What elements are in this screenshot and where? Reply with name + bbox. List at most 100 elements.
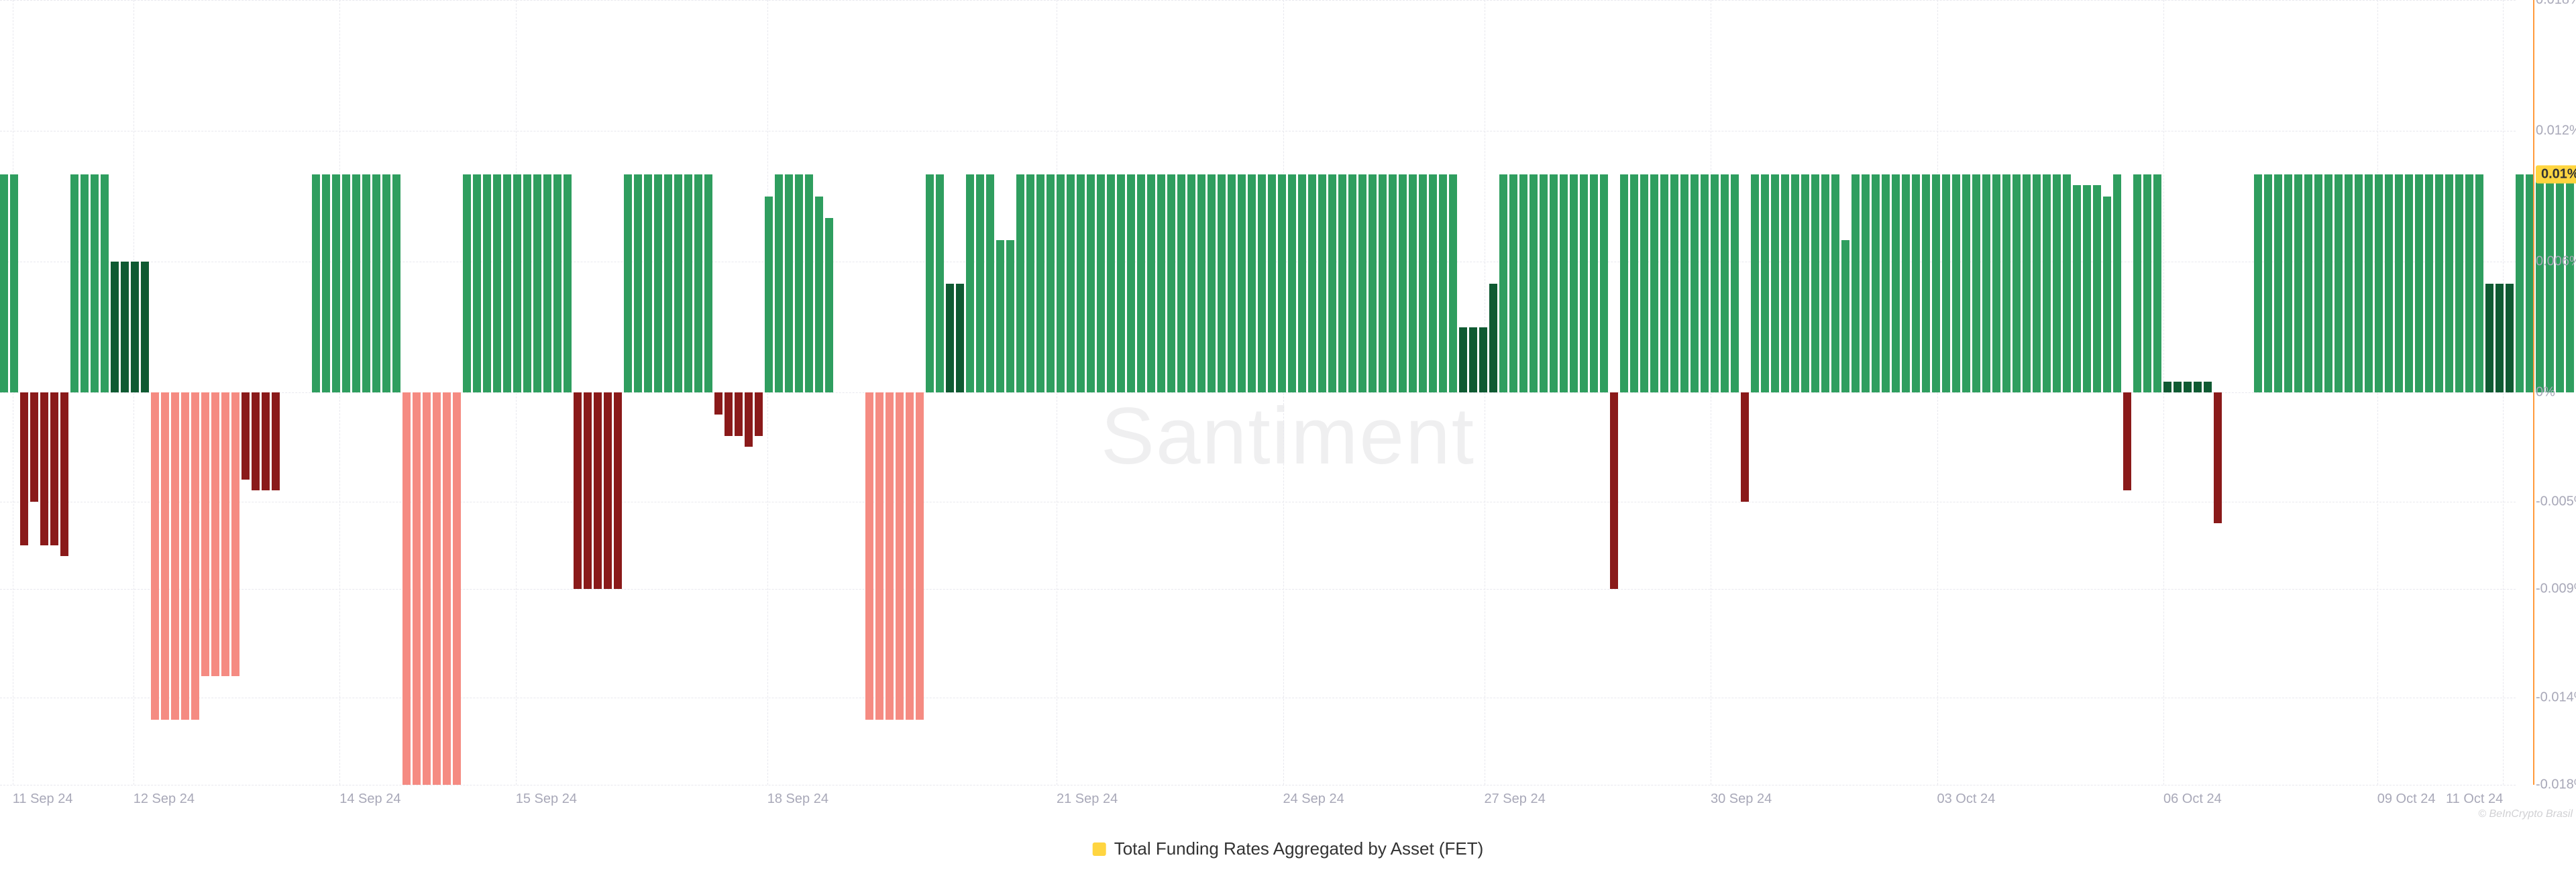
bar [2485,284,2493,393]
bar [1499,174,1507,392]
x-tick-label: 09 Oct 24 [2377,792,2436,807]
v-gridline [2503,0,2504,785]
bar [332,174,340,392]
v-gridline [767,0,768,785]
bar [1238,174,1246,392]
bar [896,392,904,720]
bar [795,174,803,392]
bar [131,262,139,392]
bar [1298,174,1306,392]
bar [2103,197,2111,393]
bar [362,174,370,392]
bar [1590,174,1598,392]
bar [2194,382,2202,392]
bar [2375,174,2383,392]
bar [2053,174,2061,392]
bar [1087,174,1095,392]
bar [2465,174,2473,392]
bar [2073,185,2081,392]
bar [684,174,692,392]
bar [493,174,501,392]
bar [1489,284,1497,393]
bar [433,392,441,785]
bar [40,392,48,545]
bar [775,174,783,392]
bar [2455,174,2463,392]
bar [1248,174,1256,392]
x-tick-label: 11 Sep 24 [13,792,73,807]
x-tick-label: 03 Oct 24 [1937,792,1996,807]
bar [1107,174,1115,392]
bar [2304,174,2312,392]
bar [1016,174,1024,392]
bar [885,392,894,720]
bar [1348,174,1356,392]
bar [2314,174,2322,392]
bar [10,174,18,392]
bar [2274,174,2282,392]
bar [553,174,561,392]
bar [1127,174,1135,392]
bar [1268,174,1276,392]
bar [2012,174,2021,392]
x-tick-label: 12 Sep 24 [133,792,195,807]
bar [20,392,28,545]
bar [1711,174,1719,392]
bar [1570,174,1578,392]
y-tick-label: 0.018% [2536,0,2576,8]
gridline [0,392,2516,393]
bar [1982,174,1990,392]
bar [1288,174,1296,392]
y-axis-line [2533,0,2534,785]
bar [483,174,491,392]
bar [1841,240,1849,393]
bar [2264,174,2272,392]
bar [191,392,199,720]
bar [1640,174,1648,392]
bar [1057,174,1065,392]
bar [1992,174,2000,392]
bar [765,197,773,393]
bar [2033,174,2041,392]
bar [1469,327,1477,393]
bar [1026,174,1034,392]
x-tick-label: 21 Sep 24 [1057,792,1118,807]
bar [2204,382,2212,392]
x-tick-label: 24 Sep 24 [1283,792,1344,807]
bar [1610,392,1618,589]
bar [2415,174,2423,392]
bar [1731,174,1739,392]
x-tick-label: 11 Oct 24 [2446,792,2503,807]
bar [906,392,914,720]
bar [1429,174,1437,392]
legend: Total Funding Rates Aggregated by Asset … [1093,838,1484,859]
bar [1409,174,1417,392]
x-tick-label: 15 Sep 24 [516,792,577,807]
bar [2123,392,2131,490]
bar [1379,174,1387,392]
bar [634,174,642,392]
bar [1771,174,1779,392]
bar [1670,174,1678,392]
bar [1459,327,1467,393]
bar [0,174,8,392]
bar [966,174,974,392]
bar [735,392,743,436]
bar [1962,174,1970,392]
bar [352,174,360,392]
bar [1097,174,1105,392]
bar [453,392,461,785]
bar [443,392,451,785]
bar [2063,174,2071,392]
bar [1036,174,1044,392]
bar [161,392,169,720]
bar [1831,174,1839,392]
bar [2556,174,2564,392]
bar [2002,174,2010,392]
bar [171,392,179,720]
bar [1811,174,1819,392]
bar [151,392,159,720]
bar [1208,174,1216,392]
bar [463,174,471,392]
x-tick-label: 06 Oct 24 [2163,792,2222,807]
